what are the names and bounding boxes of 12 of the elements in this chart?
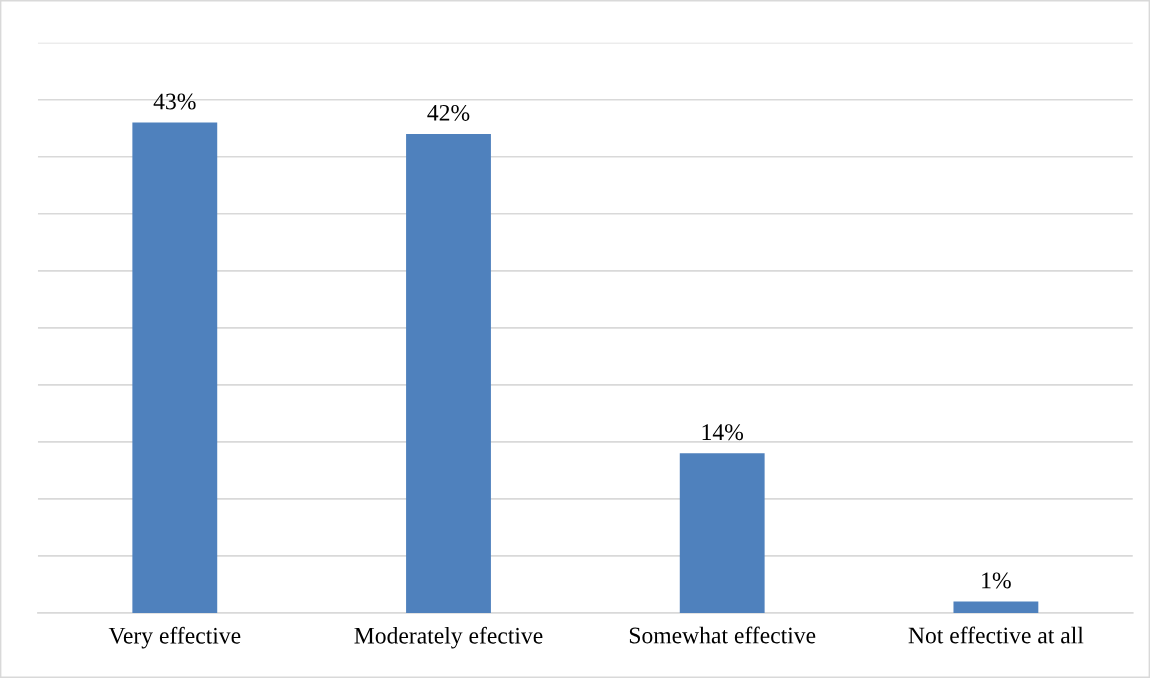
- x-tick-label: Not effective at all: [908, 626, 1084, 644]
- x-tick-label: Somewhat effective: [629, 626, 816, 644]
- bar: [132, 122, 218, 613]
- x-tick-label: Very effective: [108, 626, 241, 649]
- bar: [406, 133, 491, 613]
- bar: [953, 601, 1039, 613]
- data-label: 14%: [702, 424, 744, 441]
- data-label: 42%: [427, 104, 470, 121]
- bar: [679, 453, 765, 613]
- data-label: 43%: [153, 93, 196, 110]
- x-tick-label: Moderately efective: [354, 626, 543, 649]
- data-label: 1%: [982, 572, 1011, 589]
